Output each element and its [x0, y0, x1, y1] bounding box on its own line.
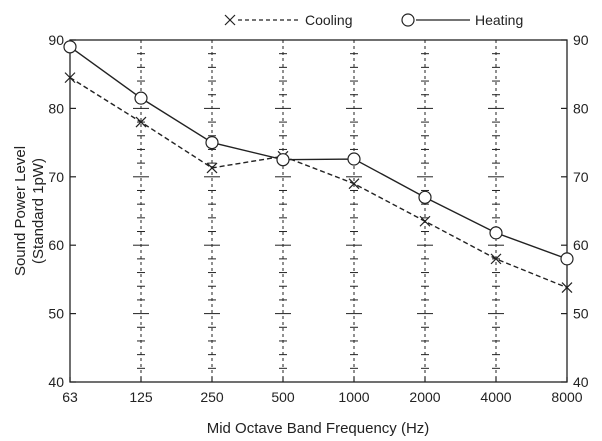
cooling-point-1000: [348, 178, 360, 190]
y-axis-right: 40 50 60 70 80 90: [561, 32, 589, 390]
y-right-tick-label-50: 50: [573, 306, 589, 322]
x-tick-label-2000: 2000: [409, 389, 440, 405]
y-left-tick-label-40: 40: [48, 374, 64, 390]
y-right-tick-label-80: 80: [573, 100, 589, 116]
x-tick-label-63: 63: [62, 389, 78, 405]
y-left-tick-label-80: 80: [48, 100, 64, 116]
y-left-tick-label-50: 50: [48, 306, 64, 322]
heating-point-4000: [489, 226, 503, 240]
cooling-point-250-stroke-b: [206, 162, 218, 174]
cooling-point-63: [64, 72, 76, 84]
y-right-tick-label-90: 90: [573, 32, 589, 48]
heating-point-125: [134, 91, 148, 105]
cooling-point-63-stroke-b: [64, 72, 76, 84]
cooling-point-4000-stroke-b: [490, 253, 502, 265]
cooling-point-8000: [561, 282, 573, 294]
y-right-tick-label-60: 60: [573, 237, 589, 253]
cooling-point-4000: [490, 253, 502, 265]
cooling-point-125: [135, 116, 147, 128]
y-axis-left: 40 50 60 70 80 90: [48, 32, 76, 390]
cooling-point-250: [206, 162, 218, 174]
heating-point-63: [63, 40, 77, 54]
legend-cooling-label: Cooling: [305, 12, 352, 28]
heating-series-line: [69, 46, 568, 260]
plot-area-frame: [69, 39, 568, 383]
y-right-tick-label-40: 40: [573, 374, 589, 390]
legend: Cooling Heating: [224, 12, 523, 28]
x-tick-label-8000: 8000: [551, 389, 582, 405]
cooling-point-2000-stroke-b: [419, 215, 431, 227]
cooling-point-8000-stroke-b: [561, 282, 573, 294]
legend-cooling-marker: [224, 14, 236, 26]
cooling-point-125-stroke-b: [135, 116, 147, 128]
cooling-series-line: [69, 77, 568, 289]
legend-heating-circle-icon: [401, 13, 415, 27]
series-layer: [63, 40, 574, 294]
x-tick-label-1000: 1000: [338, 389, 369, 405]
y-axis-title-line-2: (Standard 1pW): [30, 158, 47, 264]
legend-cooling-x-icon-stroke-b: [224, 14, 236, 26]
x-axis: 63 125 250 500 1000 2000 4000 8000: [62, 377, 583, 405]
heating-point-500: [276, 153, 290, 167]
cooling-point-1000-stroke-b: [348, 178, 360, 190]
heating-point-1000: [347, 152, 361, 166]
heating-point-8000: [560, 252, 574, 266]
heating-point-2000: [418, 190, 432, 204]
y-left-tick-label-90: 90: [48, 32, 64, 48]
y-left-tick-label-60: 60: [48, 237, 64, 253]
legend-heating-marker: [401, 13, 415, 27]
x-tick-label-125: 125: [129, 389, 153, 405]
x-axis-title: Mid Octave Band Frequency (Hz): [207, 420, 430, 437]
grid: [133, 40, 504, 382]
y-left-tick-label-70: 70: [48, 169, 64, 185]
legend-cooling-x-icon: [224, 14, 236, 26]
legend-heating-label: Heating: [475, 12, 523, 28]
x-tick-label-500: 500: [271, 389, 295, 405]
cooling-point-2000: [419, 215, 431, 227]
y-axis-title: Sound Power Level (Standard 1pW): [12, 146, 47, 276]
x-tick-label-4000: 4000: [480, 389, 511, 405]
x-tick-label-250: 250: [200, 389, 224, 405]
heating-point-250: [205, 136, 219, 150]
y-right-tick-label-70: 70: [573, 169, 589, 185]
y-axis-title-line-1: Sound Power Level: [12, 146, 29, 276]
